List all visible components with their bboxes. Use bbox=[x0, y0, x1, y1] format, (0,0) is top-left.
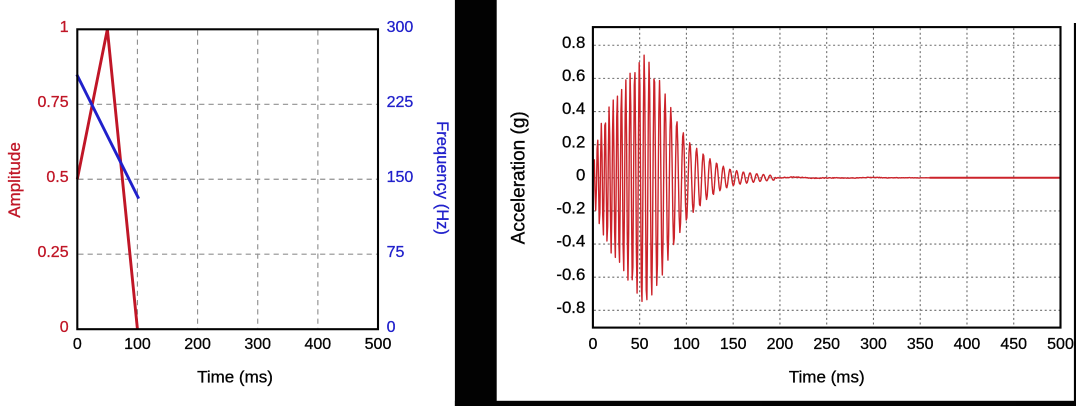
svg-text:0: 0 bbox=[73, 336, 82, 353]
svg-text:300: 300 bbox=[860, 336, 887, 353]
svg-text:0: 0 bbox=[576, 165, 585, 184]
svg-text:0.25: 0.25 bbox=[37, 244, 68, 261]
svg-text:500: 500 bbox=[365, 336, 392, 353]
svg-text:0.6: 0.6 bbox=[562, 66, 585, 85]
svg-text:Acceleration (g): Acceleration (g) bbox=[508, 111, 529, 244]
svg-text:-0.8: -0.8 bbox=[556, 298, 585, 317]
svg-text:250: 250 bbox=[813, 336, 840, 353]
svg-text:450: 450 bbox=[1000, 336, 1027, 353]
svg-text:0: 0 bbox=[60, 319, 69, 336]
svg-text:300: 300 bbox=[244, 336, 271, 353]
svg-text:0.75: 0.75 bbox=[37, 94, 68, 111]
svg-text:Amplitude: Amplitude bbox=[5, 142, 24, 218]
svg-text:100: 100 bbox=[124, 336, 151, 353]
svg-text:0: 0 bbox=[387, 319, 396, 336]
svg-text:Time (ms): Time (ms) bbox=[197, 367, 273, 386]
svg-text:0.5: 0.5 bbox=[46, 169, 68, 186]
svg-text:300: 300 bbox=[387, 19, 414, 36]
svg-text:0.4: 0.4 bbox=[562, 99, 585, 118]
svg-text:400: 400 bbox=[954, 336, 981, 353]
svg-text:-0.2: -0.2 bbox=[556, 199, 585, 218]
svg-text:50: 50 bbox=[631, 336, 649, 353]
svg-text:75: 75 bbox=[387, 244, 405, 261]
svg-text:500: 500 bbox=[1047, 336, 1074, 353]
svg-text:-0.4: -0.4 bbox=[556, 232, 585, 251]
svg-text:225: 225 bbox=[387, 94, 414, 111]
svg-text:-0.6: -0.6 bbox=[556, 265, 585, 284]
svg-text:0.2: 0.2 bbox=[562, 132, 585, 151]
svg-text:200: 200 bbox=[184, 336, 211, 353]
svg-text:Time (ms): Time (ms) bbox=[789, 367, 865, 386]
svg-text:200: 200 bbox=[767, 336, 794, 353]
svg-text:Frequency (Hz): Frequency (Hz) bbox=[433, 121, 451, 235]
svg-text:150: 150 bbox=[720, 336, 747, 353]
svg-text:150: 150 bbox=[387, 169, 414, 186]
svg-text:100: 100 bbox=[673, 336, 700, 353]
svg-text:0.8: 0.8 bbox=[562, 33, 585, 52]
svg-text:400: 400 bbox=[305, 336, 332, 353]
svg-text:1: 1 bbox=[60, 19, 69, 36]
svg-text:350: 350 bbox=[907, 336, 934, 353]
svg-text:0: 0 bbox=[588, 336, 597, 353]
